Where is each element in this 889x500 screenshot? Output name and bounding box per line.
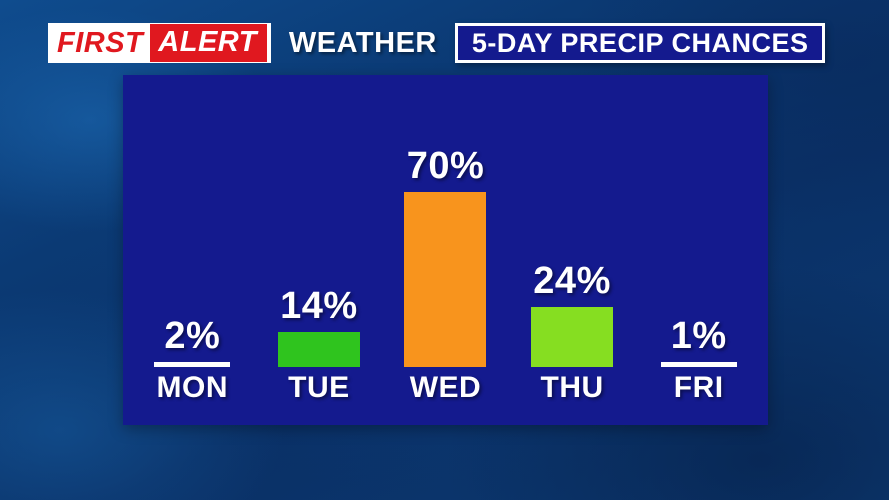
precip-value: 14%: [280, 285, 358, 328]
precip-bar: [531, 307, 614, 367]
precip-value: 24%: [533, 260, 611, 303]
day-label: FRI: [673, 371, 724, 404]
first-alert-logo: FIRST ALERT: [48, 23, 271, 63]
logo-alert-text: ALERT: [150, 24, 267, 62]
day-column-fri: 1% FRI: [638, 315, 760, 404]
precip-value: 70%: [406, 145, 485, 188]
day-column-wed: 70% WED: [384, 145, 506, 404]
precip-bar: [154, 362, 231, 367]
precip-bar: [404, 192, 487, 367]
chart-panel: 2% MON 14% TUE 70% WED 24% THU 1% FRI: [123, 75, 768, 425]
precip-bar: [277, 332, 360, 367]
logo-first-text: FIRST: [57, 26, 144, 59]
weather-label: WEATHER: [288, 26, 437, 59]
chart-title: 5-DAY PRECIP CHANCES: [454, 23, 826, 63]
day-column-tue: 14% TUE: [258, 285, 380, 404]
precip-value: 1%: [670, 315, 727, 358]
day-label: WED: [409, 371, 482, 404]
precip-bar: [660, 362, 737, 367]
day-label: THU: [540, 371, 604, 404]
day-column-thu: 24% THU: [511, 260, 633, 404]
day-label: TUE: [288, 371, 350, 404]
day-label: MON: [156, 371, 229, 404]
precip-value: 2%: [164, 315, 221, 358]
header-bar: FIRST ALERT WEATHER 5-DAY PRECIP CHANCES: [48, 23, 826, 63]
day-column-mon: 2% MON: [131, 315, 253, 404]
